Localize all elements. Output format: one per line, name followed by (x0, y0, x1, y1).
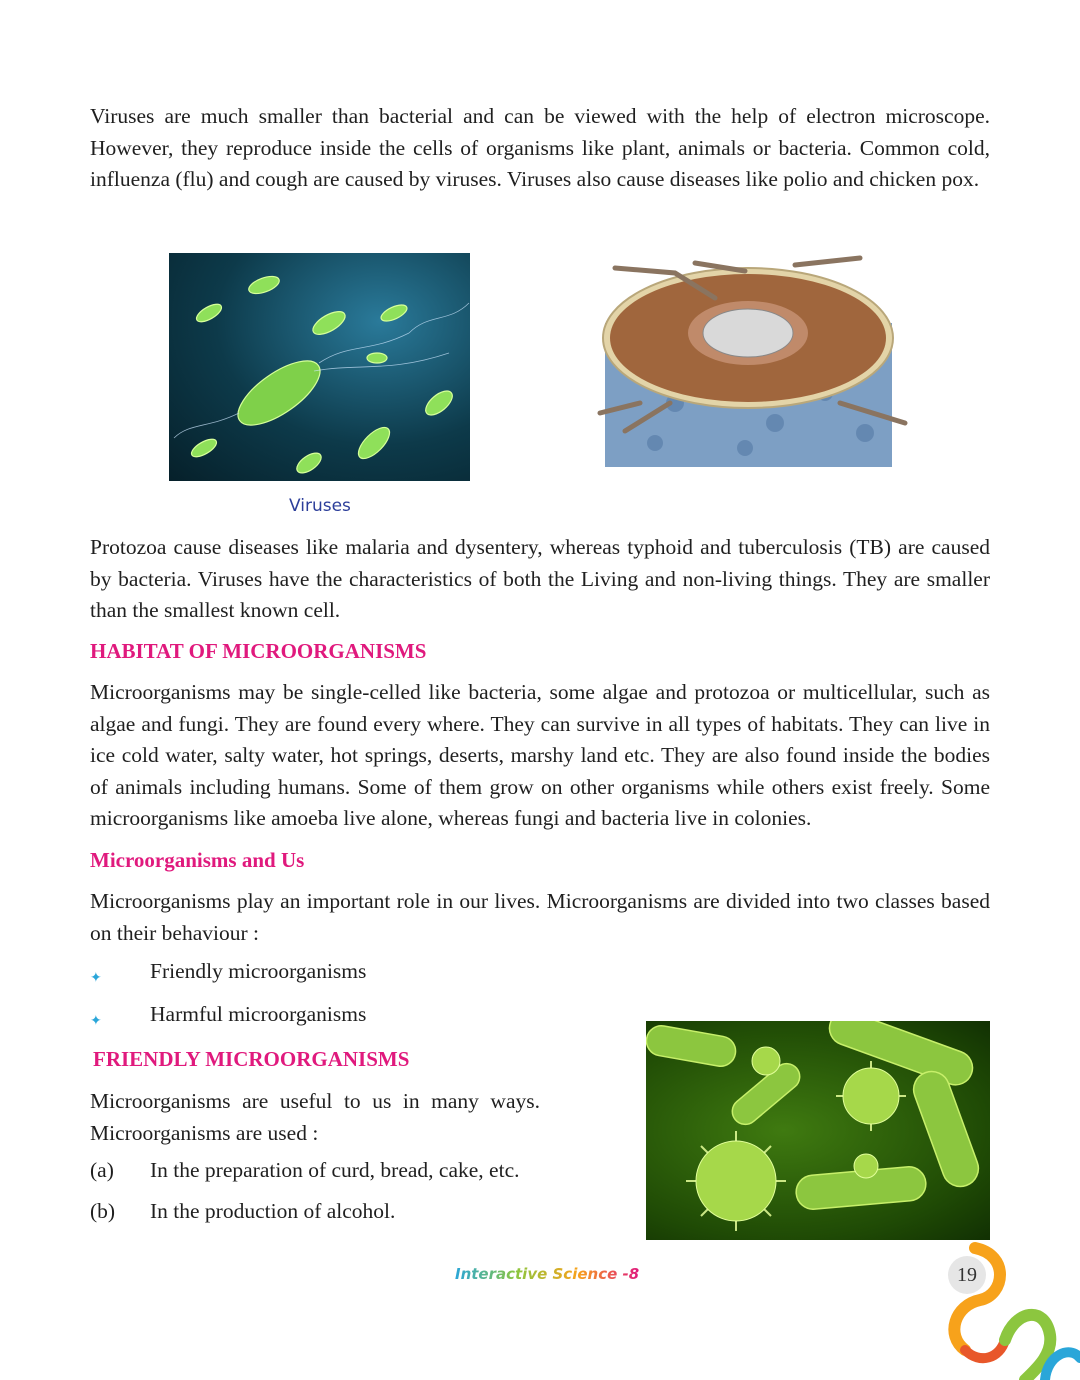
viruses-intro-paragraph: Viruses are much smaller than bacterial … (90, 104, 990, 191)
bullet-icon: ✦ (90, 1014, 102, 1029)
habitat-paragraph: Microorganisms may be single-celled like… (90, 680, 990, 830)
page-number: 19 (948, 1256, 986, 1294)
series-logo-text: Interactive Science -8 (455, 1265, 640, 1283)
list-mark-a: (a) (90, 1158, 114, 1182)
list-item-friendly: Friendly microorganisms (150, 959, 367, 983)
series-logo: Interactive Science -8 (455, 1265, 639, 1283)
figure-caption-viruses: Viruses (289, 496, 351, 516)
decorative-swirl-icon (948, 1242, 1080, 1380)
friendly-paragraph: Microorganisms are useful to us in many … (90, 1089, 540, 1145)
and-us-paragraph: Microorganisms play an important role in… (90, 889, 990, 945)
list-mark-b: (b) (90, 1199, 116, 1223)
heading-friendly-microorganisms: FRIENDLY MICROORGANISMS (93, 1047, 410, 1071)
virus-cross-section-image (585, 253, 910, 468)
protozoa-paragraph: Protozoa cause diseases like malaria and… (90, 535, 990, 622)
list-item-use-b: In the production of alcohol. (150, 1199, 396, 1223)
bacteria-image (169, 253, 470, 481)
list-item-use-a: In the preparation of curd, bread, cake,… (150, 1158, 520, 1182)
heading-habitat: HABITAT OF MICROORGANISMS (90, 639, 427, 663)
list-item-harmful: Harmful microorganisms (150, 1002, 367, 1026)
green-microbes-image (646, 1021, 990, 1240)
bullet-icon: ✦ (90, 971, 102, 986)
heading-microorganisms-and-us: Microorganisms and Us (90, 848, 305, 872)
